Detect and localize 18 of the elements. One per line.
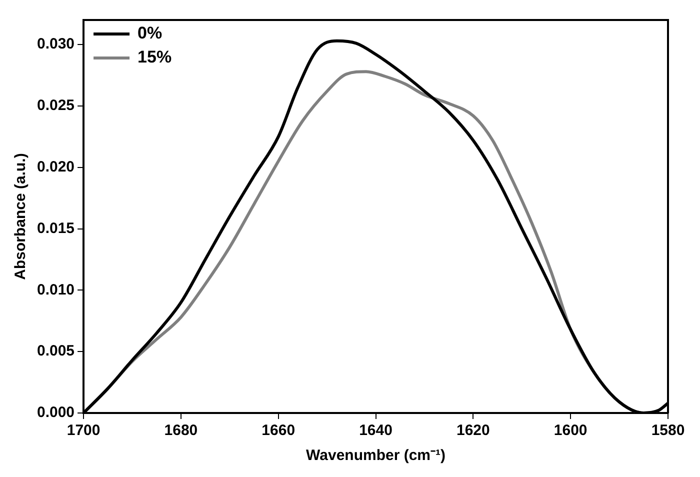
y-tick-label: 0.030 [36,36,75,53]
x-tick-label: 1640 [359,422,392,440]
y-tick-label: 0.015 [36,220,75,237]
y-tick-label: 0.010 [36,281,75,298]
x-tick-label: 1580 [651,422,685,440]
x-tick-label: 1700 [66,422,100,440]
y-axis-title: Absorbance (a.u.) [12,153,30,280]
x-tick-label: 1660 [262,422,296,440]
y-tick-label: 0.020 [36,158,75,176]
y-tick-label: 0.005 [36,342,75,360]
legend-label: 0% [138,24,162,43]
x-tick-label: 1680 [164,422,198,440]
x-tick-label: 1600 [554,422,588,440]
legend-label: 15% [138,48,172,67]
x-axis-title: Wavenumber (cm⁻¹) [306,447,446,464]
y-tick-label: 0.000 [36,404,75,422]
x-tick-label: 1620 [456,422,490,440]
y-tick-label: 0.025 [36,97,75,114]
